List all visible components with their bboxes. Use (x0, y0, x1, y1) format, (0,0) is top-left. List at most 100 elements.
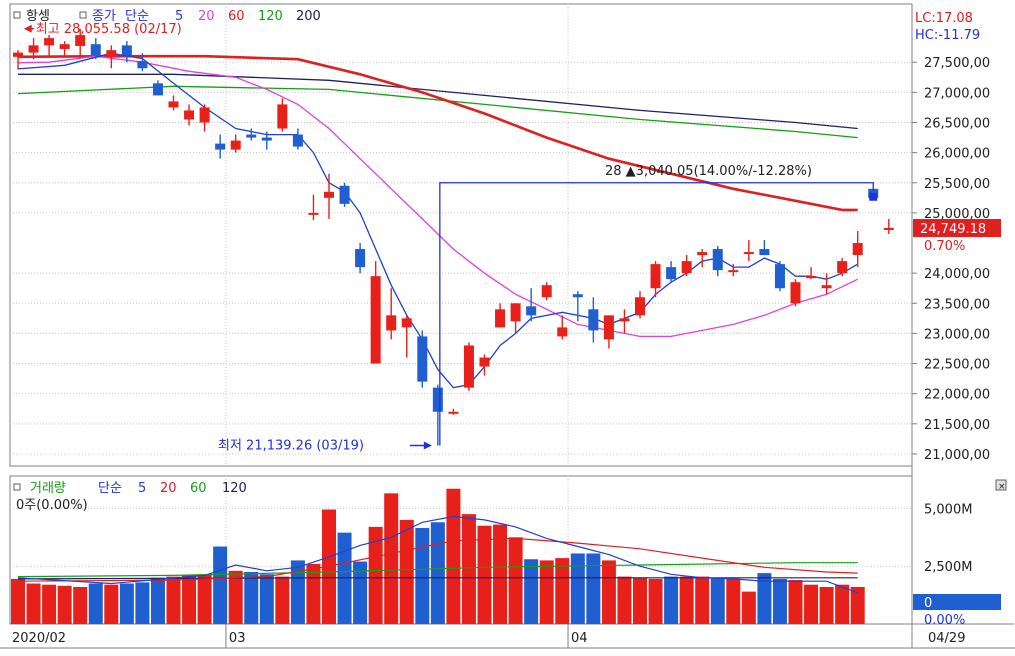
candle-body[interactable] (261, 137, 272, 141)
volume-bar[interactable] (633, 577, 647, 624)
volume-legend-ma-period[interactable]: 5 (138, 481, 146, 496)
legend-ma-period[interactable]: 60 (228, 9, 245, 24)
candle-body[interactable] (541, 285, 552, 298)
candle-body[interactable] (572, 294, 583, 298)
volume-legend-ma-period[interactable]: 60 (190, 481, 207, 496)
volume-bar[interactable] (104, 584, 119, 624)
volume-bar[interactable] (508, 537, 523, 624)
candle-body[interactable] (619, 318, 630, 322)
candle-body[interactable] (370, 276, 381, 364)
volume-bar[interactable] (197, 574, 212, 624)
legend-ma-period[interactable]: 5 (175, 9, 183, 24)
legend-ma-period[interactable]: 120 (258, 9, 283, 24)
volume-legend-ma-period[interactable]: 20 (160, 481, 177, 496)
candle-body[interactable] (90, 44, 101, 56)
volume-bar[interactable] (244, 571, 259, 624)
legend-checkbox[interactable] (79, 11, 87, 19)
candle-body[interactable] (106, 50, 117, 57)
volume-bar[interactable] (182, 575, 197, 624)
volume-bar[interactable] (228, 570, 243, 624)
volume-bar[interactable] (524, 559, 539, 624)
volume-bar[interactable] (446, 488, 461, 624)
candle-body[interactable] (635, 297, 645, 316)
candle-body[interactable] (774, 264, 785, 289)
candle-body[interactable] (246, 134, 257, 138)
candle-body[interactable] (728, 270, 739, 273)
volume-bar[interactable] (757, 573, 772, 624)
candle-body[interactable] (790, 282, 801, 304)
volume-bar[interactable] (493, 524, 508, 624)
volume-legend-checkbox[interactable] (13, 483, 21, 491)
volume-bar[interactable] (150, 577, 165, 624)
candle-body[interactable] (603, 315, 614, 340)
volume-bar[interactable] (415, 528, 430, 624)
candle-body[interactable] (650, 264, 661, 289)
legend-ma-period[interactable]: 200 (296, 9, 321, 24)
candle-body[interactable] (712, 249, 723, 271)
candle-body[interactable] (44, 38, 55, 46)
candle-body[interactable] (557, 327, 568, 337)
volume-bar[interactable] (11, 578, 25, 624)
volume-bar[interactable] (461, 514, 476, 624)
candle-body[interactable] (152, 83, 163, 96)
volume-bar[interactable] (788, 580, 803, 624)
candle-body[interactable] (75, 35, 86, 46)
volume-bar[interactable] (42, 584, 57, 624)
volume-bar[interactable] (57, 585, 72, 624)
candle-body[interactable] (479, 357, 490, 367)
candle-body[interactable] (324, 191, 334, 198)
volume-bar[interactable] (306, 563, 321, 624)
volume-bar[interactable] (648, 578, 663, 624)
volume-bar[interactable] (166, 576, 181, 624)
volume-bar[interactable] (850, 587, 865, 624)
volume-bar[interactable] (835, 584, 850, 624)
candle-body[interactable] (743, 252, 754, 255)
candle-body[interactable] (215, 143, 226, 150)
candle-body[interactable] (277, 104, 288, 129)
volume-bar[interactable] (430, 522, 445, 624)
volume-bar[interactable] (275, 576, 290, 624)
volume-bar[interactable] (679, 576, 694, 624)
volume-bar[interactable] (368, 526, 383, 624)
candle-body[interactable] (13, 52, 23, 57)
volume-bar[interactable] (695, 576, 710, 624)
volume-bar[interactable] (477, 525, 492, 624)
volume-bar[interactable] (290, 560, 305, 624)
candle-body[interactable] (666, 267, 677, 280)
candle-body[interactable] (463, 345, 474, 388)
candle-body[interactable] (759, 249, 770, 256)
legend-ma-period[interactable]: 20 (198, 9, 215, 24)
volume-bar[interactable] (26, 583, 41, 624)
volume-bar[interactable] (119, 583, 134, 624)
volume-bar[interactable] (819, 587, 834, 624)
candle-body[interactable] (883, 227, 894, 230)
candle-body[interactable] (526, 306, 537, 316)
volume-bar[interactable] (539, 560, 554, 624)
candle-body[interactable] (588, 309, 599, 331)
candle-body[interactable] (168, 101, 179, 108)
candle-body[interactable] (495, 309, 506, 328)
volume-bar[interactable] (73, 587, 88, 624)
candle-body[interactable] (417, 336, 428, 382)
candle-body[interactable] (339, 185, 350, 204)
volume-bar[interactable] (399, 519, 414, 624)
candle-body[interactable] (184, 110, 195, 120)
volume-bar[interactable] (741, 591, 756, 624)
candle-body[interactable] (59, 44, 70, 49)
candle-body[interactable] (852, 243, 863, 256)
volume-bar[interactable] (804, 584, 819, 624)
candle-body[interactable] (28, 45, 39, 53)
candle-body[interactable] (448, 411, 459, 414)
candle-body[interactable] (121, 45, 132, 56)
candle-body[interactable] (806, 276, 817, 279)
volume-bar[interactable] (617, 576, 632, 624)
candle-body[interactable] (401, 318, 412, 328)
volume-bar[interactable] (555, 558, 570, 624)
candle-body[interactable] (837, 261, 848, 274)
volume-bar[interactable] (135, 582, 150, 624)
candle-body[interactable] (137, 61, 148, 69)
candle-body[interactable] (510, 303, 521, 322)
volume-bar[interactable] (384, 493, 399, 624)
volume-bar[interactable] (726, 578, 741, 624)
